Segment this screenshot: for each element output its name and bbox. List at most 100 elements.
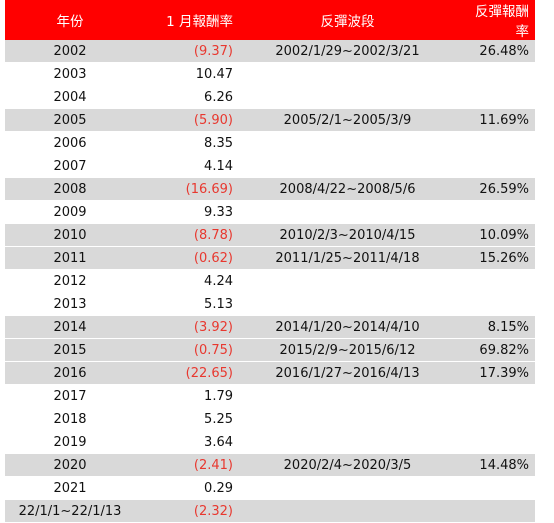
rebound-period-cell [239, 430, 456, 454]
table-row: 2003 10.47 [5, 62, 535, 86]
rebound-return-cell [456, 154, 535, 178]
rebound-return-cell: 26.48% [456, 40, 535, 63]
rebound-period-cell: 2020/2/4~2020/3/5 [239, 453, 456, 477]
year-cell: 2013 [5, 292, 135, 316]
table-row: 2004 6.26 [5, 85, 535, 109]
january-return-table: 年份 1 月報酬率 反彈波段 反彈報酬率 2002 (9.37) 2002/1/29… [5, 0, 535, 523]
year-cell: 2008 [5, 177, 135, 201]
rebound-period-cell [239, 85, 456, 109]
year-cell: 22/1/1~22/1/13 [5, 499, 135, 523]
header-rebound-return: 反彈報酬率 [456, 0, 535, 40]
jan-return-cell: (3.92) [135, 315, 239, 339]
header-row: 年份 1 月報酬率 反彈波段 反彈報酬率 [5, 0, 535, 40]
rebound-period-cell: 2005/2/1~2005/3/9 [239, 108, 456, 132]
table-row: 2005 (5.90) 2005/2/1~2005/3/9 11.69% [5, 108, 535, 132]
rebound-return-cell [456, 430, 535, 454]
rebound-return-cell [456, 476, 535, 500]
jan-return-cell: (0.75) [135, 338, 239, 362]
rebound-period-cell: 2015/2/9~2015/6/12 [239, 338, 456, 362]
table-row: 2008 (16.69) 2008/4/22~2008/5/6 26.59% [5, 177, 535, 201]
year-cell: 2017 [5, 384, 135, 408]
rebound-period-cell: 2014/1/20~2014/4/10 [239, 315, 456, 339]
jan-return-cell: (2.32) [135, 499, 239, 523]
rebound-period-cell: 2002/1/29~2002/3/21 [239, 40, 456, 63]
table-row: 2011 (0.62) 2011/1/25~2011/4/18 15.26% [5, 246, 535, 270]
rebound-period-cell: 2008/4/22~2008/5/6 [239, 177, 456, 201]
table-row: 2017 1.79 [5, 384, 535, 408]
table-body: 2002 (9.37) 2002/1/29~2002/3/21 26.48% 2003 1… [5, 40, 535, 523]
year-cell: 2004 [5, 85, 135, 109]
rebound-return-cell [456, 200, 535, 224]
rebound-return-cell: 14.48% [456, 453, 535, 477]
rebound-return-cell: 11.69% [456, 108, 535, 132]
rebound-period-cell [239, 131, 456, 155]
table-row: 2009 9.33 [5, 200, 535, 224]
jan-return-cell: 0.29 [135, 476, 239, 500]
table-row: 2016 (22.65) 2016/1/27~2016/4/13 17.39% [5, 361, 535, 385]
rebound-period-cell [239, 292, 456, 316]
year-cell: 2019 [5, 430, 135, 454]
rebound-return-cell [456, 407, 535, 431]
jan-return-cell: (0.62) [135, 246, 239, 270]
rebound-period-cell [239, 407, 456, 431]
rebound-return-cell: 15.26% [456, 246, 535, 270]
rebound-return-cell [456, 269, 535, 293]
rebound-period-cell: 2010/2/3~2010/4/15 [239, 223, 456, 247]
rebound-return-cell [456, 292, 535, 316]
rebound-return-cell [456, 85, 535, 109]
rebound-return-cell: 17.39% [456, 361, 535, 385]
table-row: 2013 5.13 [5, 292, 535, 316]
table-container: 年份 1 月報酬率 反彈波段 反彈報酬率 2002 (9.37) 2002/1/29… [5, 0, 535, 523]
rebound-period-cell [239, 384, 456, 408]
jan-return-cell: (5.90) [135, 108, 239, 132]
year-cell: 2006 [5, 131, 135, 155]
year-cell: 2018 [5, 407, 135, 431]
year-cell: 2014 [5, 315, 135, 339]
rebound-return-cell [456, 384, 535, 408]
rebound-period-cell [239, 499, 456, 523]
jan-return-cell: 4.14 [135, 154, 239, 178]
rebound-period-cell [239, 62, 456, 86]
jan-return-cell: (2.41) [135, 453, 239, 477]
year-cell: 2021 [5, 476, 135, 500]
jan-return-cell: (22.65) [135, 361, 239, 385]
table-row: 2014 (3.92) 2014/1/20~2014/4/10 8.15% [5, 315, 535, 339]
jan-return-cell: 5.13 [135, 292, 239, 316]
jan-return-cell: (8.78) [135, 223, 239, 247]
rebound-return-cell: 26.59% [456, 177, 535, 201]
table-row: 2015 (0.75) 2015/2/9~2015/6/12 69.82% [5, 338, 535, 362]
table-row: 2010 (8.78) 2010/2/3~2010/4/15 10.09% [5, 223, 535, 247]
jan-return-cell: 4.24 [135, 269, 239, 293]
header-year: 年份 [5, 0, 135, 40]
rebound-return-cell [456, 499, 535, 523]
rebound-period-cell [239, 476, 456, 500]
jan-return-cell: (16.69) [135, 177, 239, 201]
year-cell: 2009 [5, 200, 135, 224]
rebound-return-cell: 10.09% [456, 223, 535, 247]
year-cell: 2010 [5, 223, 135, 247]
table-row: 2006 8.35 [5, 131, 535, 155]
rebound-period-cell [239, 200, 456, 224]
year-cell: 2012 [5, 269, 135, 293]
jan-return-cell: 3.64 [135, 430, 239, 454]
table-row: 2007 4.14 [5, 154, 535, 178]
year-cell: 2020 [5, 453, 135, 477]
year-cell: 2016 [5, 361, 135, 385]
table-row: 2019 3.64 [5, 430, 535, 454]
table-row: 22/1/1~22/1/13 (2.32) [5, 499, 535, 523]
jan-return-cell: (9.37) [135, 40, 239, 63]
rebound-return-cell: 8.15% [456, 315, 535, 339]
year-cell: 2015 [5, 338, 135, 362]
rebound-period-cell [239, 154, 456, 178]
rebound-return-cell [456, 131, 535, 155]
jan-return-cell: 8.35 [135, 131, 239, 155]
jan-return-cell: 5.25 [135, 407, 239, 431]
header-jan-return: 1 月報酬率 [135, 0, 239, 40]
year-cell: 2002 [5, 40, 135, 63]
jan-return-cell: 1.79 [135, 384, 239, 408]
header-rebound-period: 反彈波段 [239, 0, 456, 40]
table-row: 2012 4.24 [5, 269, 535, 293]
year-cell: 2011 [5, 246, 135, 270]
year-cell: 2007 [5, 154, 135, 178]
table-row: 2021 0.29 [5, 476, 535, 500]
